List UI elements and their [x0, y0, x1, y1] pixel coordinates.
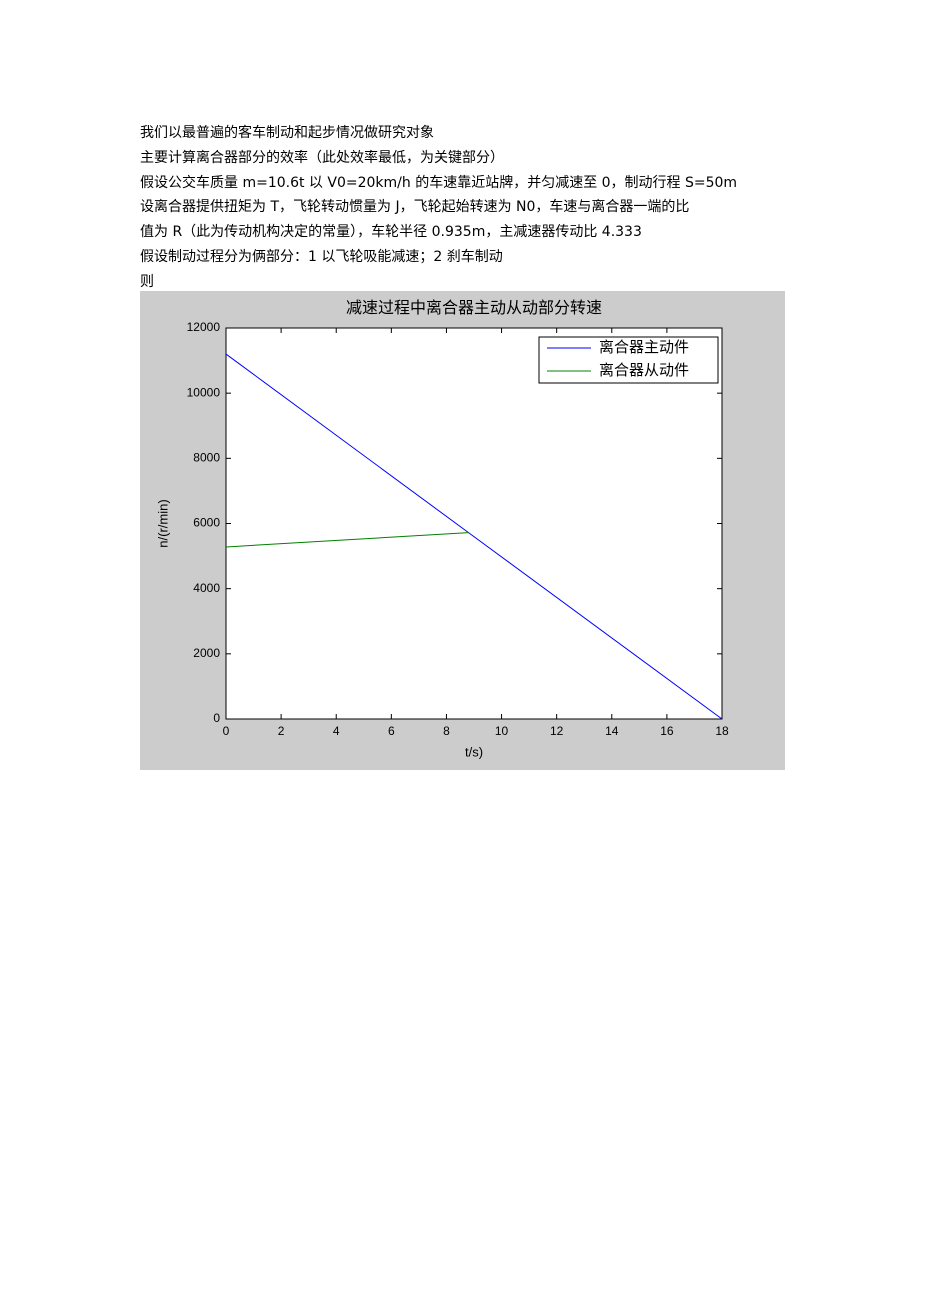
y-tick-label: 6000 — [193, 516, 220, 530]
paragraph: 主要计算离合器部分的效率（此处效率最低，为关键部分） — [140, 149, 504, 166]
x-tick-label: 8 — [443, 724, 450, 738]
legend-label: 离合器主动件 — [599, 339, 689, 356]
x-tick-label: 10 — [495, 724, 509, 738]
paragraph: 设离合器提供扭矩为 T，飞轮转动惯量为 J，飞轮起始转速为 N0，车速与离合器一… — [140, 199, 690, 216]
chart-title: 减速过程中离合器主动从动部分转速 — [346, 299, 602, 317]
axes-box — [225, 327, 723, 720]
y-tick-label: 0 — [213, 711, 220, 725]
x-tick-label: 16 — [660, 724, 674, 738]
paragraph: 值为 R（此为传动机构决定的常量），车轮半径 0.935m，主减速器传动比 4.… — [140, 224, 642, 241]
series-line — [225, 532, 469, 548]
x-tick-label: 4 — [333, 724, 340, 738]
x-tick-label: 18 — [715, 724, 729, 738]
x-tick-label: 6 — [388, 724, 395, 738]
plot-area — [226, 328, 722, 719]
paragraph: 则 — [140, 273, 154, 290]
y-tick-label: 8000 — [193, 451, 220, 465]
x-tick-label: 12 — [550, 724, 564, 738]
x-tick-label: 14 — [605, 724, 619, 738]
document: 我们以最普遍的客车制动和起步情况做研究对象主要计算离合器部分的效率（此处效率最低… — [140, 121, 737, 295]
y-tick-label: 10000 — [187, 385, 221, 399]
legend-label: 离合器从动件 — [599, 362, 689, 379]
x-tick-label: 0 — [223, 724, 230, 738]
paragraph: 假设制动过程分为俩部分：1 以飞轮吸能减速；2 刹车制动 — [140, 248, 503, 265]
y-tick-label: 2000 — [193, 646, 220, 660]
y-tick-label: 12000 — [187, 320, 221, 334]
paragraph: 我们以最普遍的客车制动和起步情况做研究对象 — [140, 125, 434, 141]
series-line — [225, 353, 723, 720]
y-axis-label: n/(r/min) — [155, 499, 170, 547]
x-axis-label: t/s) — [465, 744, 483, 759]
legend-box — [538, 336, 719, 384]
y-tick-label: 4000 — [193, 581, 220, 595]
paragraph: 假设公交车质量 m=10.6t 以 V0=20km/h 的车速靠近站牌，并匀减速… — [140, 174, 738, 191]
x-tick-label: 2 — [278, 724, 285, 738]
